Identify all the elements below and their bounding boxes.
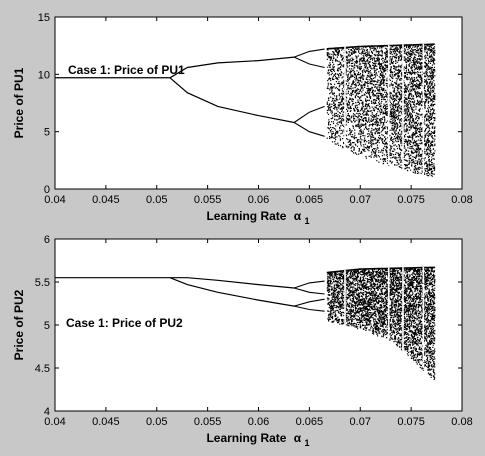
y-tick-label: 5.5 <box>35 277 50 289</box>
x-tick-label: 0.075 <box>397 416 425 428</box>
period-4-branch <box>293 305 325 312</box>
x-tick-label: 0.055 <box>194 416 222 428</box>
y-tick-label: 5 <box>44 127 50 139</box>
chart-annotation: Case 1: Price of PU2 <box>66 316 183 330</box>
chaotic-region-points <box>326 43 436 177</box>
period-4-branch <box>293 105 325 123</box>
x-tick-label: 0.04 <box>44 194 65 206</box>
x-tick-label: 0.08 <box>451 416 472 428</box>
x-tick-label: 0.045 <box>92 416 120 428</box>
periodic-window <box>402 267 404 352</box>
data-marks <box>55 43 436 177</box>
periodic-window <box>344 269 346 326</box>
x-tick-label: 0.07 <box>350 416 371 428</box>
y-tick-label: 4 <box>44 406 50 418</box>
x-axis-label-text: Learning Rate <box>206 209 286 223</box>
price-pu2-chart: 0.04 0.045 0.05 0.055 0.06 0.065 0.07 0.075 0.08… <box>12 234 473 448</box>
periodic-window <box>344 46 346 150</box>
x-axis-label: Learning Rate α 1 <box>206 431 309 448</box>
x-tick-label: 0.075 <box>397 194 425 206</box>
x-tick-label: 0.05 <box>146 194 167 206</box>
x-axis-label-subscript: 1 <box>305 438 310 448</box>
chaotic-region-points <box>326 266 436 381</box>
period-4-branch <box>293 56 325 69</box>
plot-area <box>54 16 463 190</box>
periodic-window <box>387 267 390 340</box>
y-tick-label: 4.5 <box>35 363 50 375</box>
y-tick-label: 6 <box>44 234 50 246</box>
y-tick-label: 0 <box>44 184 50 196</box>
chaotic-tail-points <box>422 43 435 172</box>
periodic-window <box>422 266 425 371</box>
chart-annotation: Case 1: Price of PU1 <box>68 63 185 77</box>
x-tick-label: 0.06 <box>248 194 269 206</box>
y-tick-label: 10 <box>38 69 50 81</box>
period-4-branch <box>293 298 325 307</box>
x-tick-label: 0.065 <box>296 194 324 206</box>
y-axis-label: Price of PU1 <box>12 67 26 138</box>
period-4-branch <box>293 48 325 58</box>
x-axis-label-subscript: 1 <box>305 216 310 226</box>
x-axis-label: Learning Rate α 1 <box>206 209 309 226</box>
x-tick-label: 0.055 <box>194 194 222 206</box>
x-axis-label-text: Learning Rate <box>206 431 286 445</box>
y-tick-label: 5 <box>44 320 50 332</box>
y-tick-label: 15 <box>38 12 50 24</box>
x-tick-label: 0.05 <box>146 416 167 428</box>
x-tick-label: 0.04 <box>44 416 65 428</box>
period-2-upper-branch <box>169 56 295 79</box>
x-axis-label-symbol: α <box>294 431 302 445</box>
period-2-upper-branch <box>170 277 295 289</box>
x-tick-label: 0.08 <box>451 194 472 206</box>
period-2-lower-branch <box>169 77 295 124</box>
price-pu1-chart: 0.04 0.045 0.05 0.055 0.06 0.065 0.07 0.075 0.08… <box>12 12 473 226</box>
data-marks <box>55 266 436 381</box>
x-axis-label-symbol: α <box>294 209 302 223</box>
x-tick-label: 0.065 <box>296 416 324 428</box>
x-tick-label: 0.06 <box>248 416 269 428</box>
period-4-branch <box>293 122 325 137</box>
period-2-lower-branch <box>169 277 295 307</box>
x-tick-label: 0.045 <box>92 194 120 206</box>
period-4-branch <box>293 287 325 295</box>
period-4-branch <box>293 280 325 289</box>
axis-ticks: 0.04 0.045 0.05 0.055 0.06 0.065 0.07 0.075 0.08… <box>35 234 473 428</box>
periodic-window <box>422 43 425 175</box>
x-tick-label: 0.07 <box>350 194 371 206</box>
y-axis-label: Price of PU2 <box>12 289 26 360</box>
periodic-window <box>387 44 390 166</box>
axis-ticks: 0.04 0.045 0.05 0.055 0.06 0.065 0.07 0.075 0.08… <box>38 12 473 206</box>
periodic-window <box>402 44 404 170</box>
